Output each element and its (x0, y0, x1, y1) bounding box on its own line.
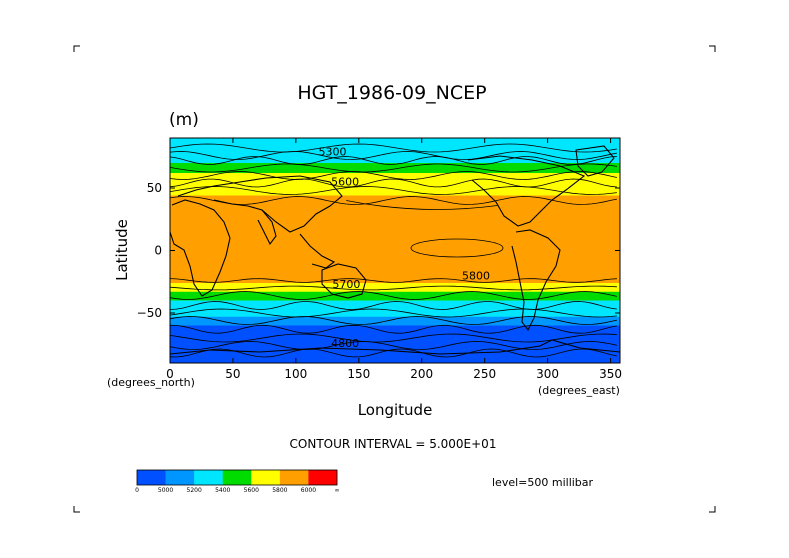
contour-lines (169, 143, 617, 358)
contour-line (169, 151, 617, 160)
colorbar-swatch (279, 470, 309, 485)
contour-line (169, 178, 617, 188)
field-band (170, 151, 620, 164)
contour-line (169, 171, 617, 180)
contour-line (410, 238, 504, 258)
contour-line (169, 291, 617, 300)
field-band (170, 334, 620, 364)
colorbar-frame (136, 469, 338, 486)
colorbar-swatch (137, 470, 166, 485)
contour-line (169, 278, 617, 283)
chart-title: HGT_1986-09_NCEP (297, 82, 486, 104)
contour-label: 5600 (331, 176, 359, 189)
field-band (170, 178, 620, 196)
contour-line (169, 316, 617, 325)
y-tick-label: −50 (137, 306, 162, 320)
contour-line (169, 156, 617, 165)
x-tick-label: 300 (536, 367, 559, 381)
field-bands (170, 138, 620, 364)
x-tick-label: 350 (599, 367, 622, 381)
y-units-label: (degrees_north) (107, 376, 195, 389)
colorbar-label: 5400 (215, 487, 230, 494)
contour-label: 4800 (331, 337, 359, 350)
colorbar-swatch (251, 470, 281, 485)
colorbar-swatch (194, 470, 224, 485)
x-tick-label: 100 (284, 367, 307, 381)
contour-line (169, 333, 617, 343)
contour-line (169, 301, 617, 310)
colorbar-label: ∞ (335, 487, 340, 494)
field-band (170, 163, 620, 174)
contour-line (169, 186, 617, 195)
y-tick-label: 0 (154, 244, 162, 258)
contour-line (169, 341, 617, 350)
contour-line (346, 200, 498, 210)
colorbar-label: 5800 (272, 487, 287, 494)
coastlines (169, 145, 621, 355)
contour-label: 5700 (332, 278, 360, 291)
y-axis-ticks: 50 0 −50 (137, 181, 620, 320)
y-tick-label: 50 (147, 181, 162, 195)
colorbar: 0 5000 5200 5400 5600 5800 6000 ∞ (135, 469, 340, 494)
x-units-label: (degrees_east) (538, 384, 620, 397)
contour-line (169, 196, 617, 205)
field-band (170, 325, 620, 335)
x-tick-label: 200 (410, 367, 433, 381)
colorbar-label: 6000 (301, 487, 316, 494)
field-band (170, 291, 620, 301)
x-tick-label: 0 (166, 367, 174, 381)
colorbar-label: 5600 (244, 487, 259, 494)
field-band (170, 173, 620, 179)
contour-line (169, 324, 617, 334)
x-tick-label: 50 (225, 367, 240, 381)
x-axis-label: Longitude (358, 401, 433, 419)
contour-line (169, 143, 617, 153)
level-label: level=500 millibar (492, 476, 594, 489)
contour-line (169, 163, 617, 173)
colorbar-swatch (165, 470, 195, 485)
colorbar-swatch (222, 470, 252, 485)
contour-line (169, 348, 617, 358)
field-band (170, 195, 620, 284)
y-axis-label: Latitude (113, 219, 131, 281)
colorbar-swatch (308, 470, 338, 485)
field-band (170, 283, 620, 293)
colorbar-label: 5200 (187, 487, 202, 494)
units-label: (m) (169, 110, 199, 130)
contour-interval-label: CONTOUR INTERVAL = 5.000E+01 (290, 437, 497, 451)
contour-line (169, 308, 617, 318)
x-tick-label: 150 (347, 367, 370, 381)
field-band (170, 138, 620, 153)
field-band (170, 300, 620, 318)
contour-label: 5300 (319, 146, 347, 159)
x-axis-ticks: 0 50 100 150 200 250 300 350 (166, 138, 622, 381)
contour-label: 5800 (462, 269, 490, 282)
x-tick-label: 250 (473, 367, 496, 381)
corner-marks (73, 45, 716, 513)
colorbar-label: 5000 (158, 487, 173, 494)
contour-labels: 5300 5600 5800 5700 4800 (319, 146, 490, 350)
colorbar-label: 0 (135, 487, 139, 494)
field-band (170, 316, 620, 326)
plot-area: 5300 5600 5800 5700 4800 (169, 137, 621, 364)
